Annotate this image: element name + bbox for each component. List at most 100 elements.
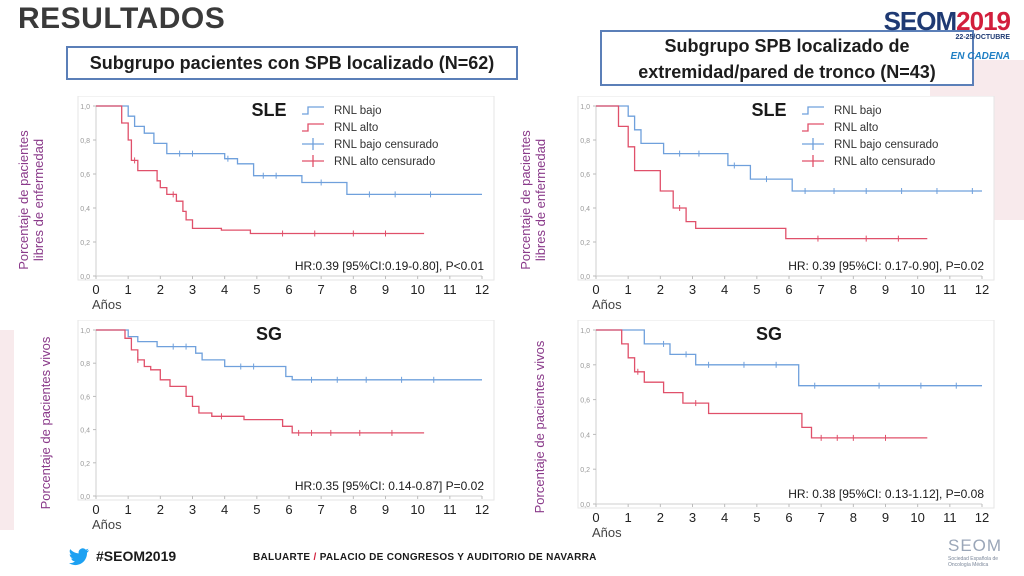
x-tick-label: 1: [125, 282, 132, 297]
ylabel-line: libres de enfermedad: [31, 138, 46, 262]
x-tick-label: 11: [943, 282, 957, 297]
y-tick-label: 0,4: [580, 432, 590, 439]
legend-label: RNL alto censurado: [334, 156, 435, 168]
x-tick-label: 8: [350, 282, 357, 297]
x-tick-label: 12: [475, 282, 489, 297]
x-tick-label: 11: [443, 502, 457, 517]
x-tick-label: 6: [785, 510, 792, 525]
x-axis-label: Años: [592, 525, 622, 540]
venue-text: BALUARTE / PALACIO DE CONGRESOS Y AUDITO…: [253, 552, 597, 563]
logo-tagline: EN CADENA: [950, 51, 1010, 62]
x-tick-label: 5: [253, 502, 260, 517]
ylabel-sg-left: Porcentaje de pacientes vivos: [38, 318, 53, 528]
right-header-line2: extremidad/pared de tronco (N=43): [638, 62, 936, 82]
x-tick-label: 12: [975, 282, 989, 297]
x-axis-label: Años: [592, 297, 622, 312]
x-tick-label: 8: [350, 502, 357, 517]
panel-title: SG: [756, 324, 782, 344]
x-tick-label: 6: [285, 282, 292, 297]
legend-label: RNL alto censurado: [834, 156, 935, 168]
plot-frame: [77, 96, 495, 281]
x-tick-label: 9: [882, 510, 889, 525]
chart-sg-left: 0,00,20,40,60,81,00 1 2 3 4 5 6 7 8 9 10 11 12AñosSG…: [77, 320, 495, 532]
x-tick-label: 5: [753, 510, 760, 525]
ylabel-line: Porcentaje de pacientes: [16, 130, 31, 270]
seom-logo: SEOM2019 22-25/OCTUBRE EN CADENA: [883, 6, 1011, 62]
y-tick-label: 0,8: [580, 138, 590, 145]
x-tick-label: 10: [410, 502, 424, 517]
legend-swatch: [802, 106, 824, 115]
x-tick-label: 0: [592, 510, 599, 525]
chart-sle-left: 0,00,20,40,60,81,00 1 2 3 4 5 6 7 8 9 10 11 12AñosSL…: [77, 96, 495, 312]
y-tick-label: 0,2: [80, 240, 90, 247]
venue-slash: /: [313, 552, 317, 563]
legend-label: RNL alto: [334, 122, 378, 134]
twitter-icon: [68, 548, 89, 566]
x-tick-label: 1: [625, 282, 632, 297]
chart-sg-right: 0,00,20,40,60,81,00 1 2 3 4 5 6 7 8 9 10 11 12AñosSG…: [577, 320, 995, 540]
x-tick-label: 5: [253, 282, 260, 297]
y-tick-label: 0,6: [580, 398, 590, 405]
org-name: SEOM: [948, 536, 1003, 555]
x-tick-label: 12: [475, 502, 489, 517]
left-subgroup-header: Subgrupo pacientes con SPB localizado (N…: [66, 46, 518, 80]
x-tick-label: 9: [382, 502, 389, 517]
x-tick-label: 7: [818, 282, 825, 297]
y-tick-label: 0,2: [80, 461, 90, 468]
x-axis-label: Años: [92, 517, 122, 532]
x-tick-label: 2: [157, 282, 164, 297]
venue-b: PALACIO DE CONGRESOS Y AUDITORIO DE NAVA…: [319, 552, 597, 563]
x-axis-label: Años: [92, 297, 122, 312]
x-tick-label: 3: [189, 282, 196, 297]
x-tick-label: 3: [689, 282, 696, 297]
x-tick-label: 2: [157, 502, 164, 517]
y-tick-label: 0,0: [80, 274, 90, 281]
legend-swatch: [302, 106, 324, 115]
y-tick-label: 1,0: [80, 328, 90, 335]
y-tick-label: 0,4: [80, 428, 90, 435]
x-tick-label: 9: [382, 282, 389, 297]
x-tick-label: 7: [318, 282, 325, 297]
right-header-line1: Subgrupo SPB localizado de: [664, 36, 910, 56]
survival-curve: [596, 105, 982, 192]
y-tick-label: 0,2: [580, 240, 590, 247]
survival-curve: [596, 105, 928, 240]
ylabel-sg-right: Porcentaje de pacientes vivos: [532, 322, 547, 532]
survival-curve: [96, 105, 482, 196]
survival-curve: [596, 329, 982, 387]
x-tick-label: 12: [975, 510, 989, 525]
hr-annotation: HR: 0.39 [95%CI: 0.17-0.90], P=0.02: [788, 259, 984, 273]
legend-swatch: [802, 123, 824, 132]
x-tick-label: 3: [689, 510, 696, 525]
legend-label: RNL alto: [834, 122, 878, 134]
x-tick-label: 0: [92, 502, 99, 517]
y-tick-label: 0,6: [80, 172, 90, 179]
hashtag: #SEOM2019: [96, 548, 177, 564]
legend-label: RNL bajo censurado: [334, 139, 438, 151]
seom-footer-logo: SEOM Sociedad Española de Oncología Médi…: [948, 536, 1008, 568]
x-tick-label: 6: [285, 502, 292, 517]
y-tick-label: 0,8: [80, 361, 90, 368]
hr-annotation: HR: 0.38 [95%CI: 0.13-1.12], P=0.08: [788, 487, 984, 501]
background-decoration: [0, 330, 14, 530]
x-tick-label: 4: [221, 502, 228, 517]
legend-label: RNL bajo: [334, 105, 382, 117]
logo-name: SEOM: [883, 6, 958, 36]
x-tick-label: 1: [125, 502, 132, 517]
panel-title: SLE: [251, 100, 286, 120]
x-tick-label: 11: [443, 282, 457, 297]
y-tick-label: 0,0: [580, 502, 590, 509]
x-tick-label: 3: [189, 502, 196, 517]
x-tick-label: 10: [410, 282, 424, 297]
plot-frame: [77, 320, 495, 501]
y-tick-label: 0,4: [580, 206, 590, 213]
x-tick-label: 4: [721, 282, 728, 297]
y-tick-label: 1,0: [580, 328, 590, 335]
plot-frame: [577, 96, 995, 281]
panel-title: SG: [256, 324, 282, 344]
y-tick-label: 0,6: [580, 172, 590, 179]
hr-annotation: HR:0.39 [95%CI:0.19-0.80], P<0.01: [295, 259, 484, 273]
logo-year: 2019: [956, 6, 1011, 36]
x-tick-label: 5: [753, 282, 760, 297]
y-tick-label: 1,0: [80, 104, 90, 111]
